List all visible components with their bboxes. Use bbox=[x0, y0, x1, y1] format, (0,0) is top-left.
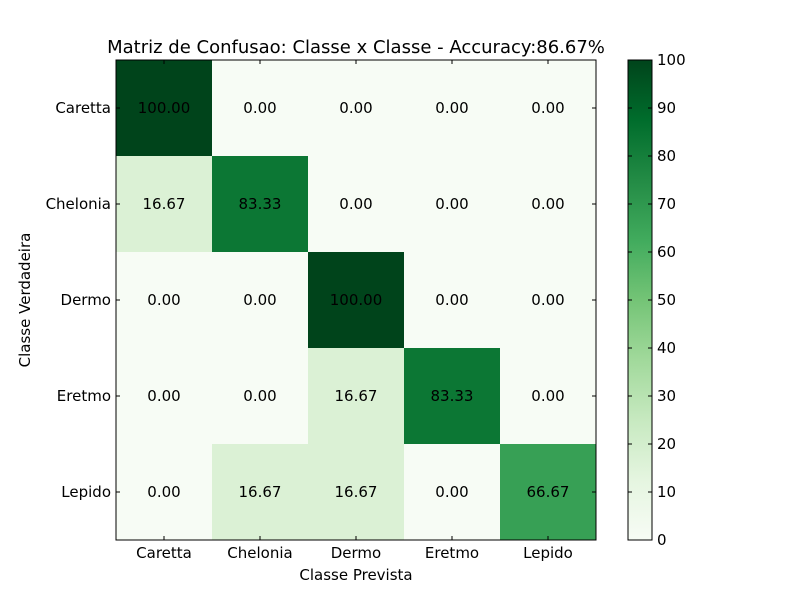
heatmap-cell bbox=[308, 156, 404, 252]
colorbar-tick-label: 40 bbox=[657, 339, 676, 357]
cell-value-label: 16.67 bbox=[239, 483, 282, 501]
cell-value-label: 16.67 bbox=[335, 483, 378, 501]
cell-value-label: 0.00 bbox=[243, 291, 276, 309]
colorbar-tick-label: 60 bbox=[657, 243, 676, 261]
colorbar-tick-label: 100 bbox=[657, 51, 686, 69]
heatmap-cell bbox=[116, 252, 212, 348]
y-axis-ticks: Caretta Chelonia Dermo Eretmo Lepido bbox=[46, 99, 596, 501]
heatmap-cell bbox=[500, 348, 596, 444]
heatmap-cell bbox=[404, 60, 500, 156]
colorbar-tick-label: 30 bbox=[657, 387, 676, 405]
x-tick-label: Eretmo bbox=[425, 544, 479, 562]
x-tick-label: Dermo bbox=[331, 544, 381, 562]
heatmap-cell bbox=[308, 252, 404, 348]
y-tick-label: Lepido bbox=[61, 483, 111, 501]
cell-value-label: 83.33 bbox=[431, 387, 474, 405]
cell-value-label: 16.67 bbox=[143, 195, 186, 213]
heatmap-cell bbox=[404, 348, 500, 444]
colorbar-tick-label: 0 bbox=[657, 531, 667, 549]
colorbar-tick-label: 70 bbox=[657, 195, 676, 213]
heatmap-cell bbox=[116, 348, 212, 444]
cell-value-label: 0.00 bbox=[435, 195, 468, 213]
colorbar-tick-label: 10 bbox=[657, 483, 676, 501]
cell-value-label: 0.00 bbox=[339, 99, 372, 117]
colorbar-tick-label: 80 bbox=[657, 147, 676, 165]
heatmap-cell bbox=[500, 252, 596, 348]
heatmap-cell bbox=[116, 156, 212, 252]
cell-value-label: 0.00 bbox=[147, 291, 180, 309]
y-axis-label: Classe Verdadeira bbox=[16, 233, 34, 368]
y-tick-label: Dermo bbox=[61, 291, 111, 309]
colorbar-tick-label: 20 bbox=[657, 435, 676, 453]
heatmap-cell bbox=[404, 444, 500, 540]
cell-value-label: 0.00 bbox=[435, 99, 468, 117]
heatmap-cells bbox=[116, 60, 596, 540]
heatmap-cell bbox=[500, 156, 596, 252]
cell-value-label: 0.00 bbox=[531, 195, 564, 213]
heatmap-cell-labels: 100.00 0.00 0.00 0.00 0.00 16.67 83.33 0.00 0.00… bbox=[138, 99, 570, 501]
x-tick-label: Lepido bbox=[523, 544, 573, 562]
cell-value-label: 100.00 bbox=[138, 99, 191, 117]
heatmap-cell bbox=[404, 156, 500, 252]
heatmap-cell bbox=[212, 60, 308, 156]
heatmap-cell bbox=[212, 348, 308, 444]
cell-value-label: 0.00 bbox=[435, 291, 468, 309]
cell-value-label: 0.00 bbox=[435, 483, 468, 501]
cell-value-label: 0.00 bbox=[243, 99, 276, 117]
heatmap-cell bbox=[500, 444, 596, 540]
cell-value-label: 0.00 bbox=[147, 483, 180, 501]
heatmap-cell bbox=[212, 252, 308, 348]
cell-value-label: 66.67 bbox=[527, 483, 570, 501]
colorbar-tick-label: 90 bbox=[657, 99, 676, 117]
heatmap-cell bbox=[116, 444, 212, 540]
heatmap-cell bbox=[308, 348, 404, 444]
heatmap-cell bbox=[308, 444, 404, 540]
y-tick-label: Caretta bbox=[55, 99, 111, 117]
chart-title: Matriz de Confusao: Classe x Classe - Ac… bbox=[107, 37, 605, 58]
cell-value-label: 0.00 bbox=[147, 387, 180, 405]
cell-value-label: 0.00 bbox=[243, 387, 276, 405]
cell-value-label: 0.00 bbox=[531, 99, 564, 117]
x-tick-label: Chelonia bbox=[227, 544, 292, 562]
y-tick-label: Chelonia bbox=[46, 195, 111, 213]
x-tick-label: Caretta bbox=[136, 544, 192, 562]
cell-value-label: 0.00 bbox=[531, 291, 564, 309]
cell-value-label: 83.33 bbox=[239, 195, 282, 213]
colorbar-tick-label: 50 bbox=[657, 291, 676, 309]
heatmap-cell bbox=[212, 444, 308, 540]
cell-value-label: 0.00 bbox=[339, 195, 372, 213]
y-tick-label: Eretmo bbox=[57, 387, 111, 405]
colorbar-ticks: 0 10 20 30 40 50 60 70 80 90 100 bbox=[628, 51, 686, 549]
heatmap-cell bbox=[500, 60, 596, 156]
cell-value-label: 16.67 bbox=[335, 387, 378, 405]
heatmap-cell bbox=[308, 60, 404, 156]
cell-value-label: 100.00 bbox=[330, 291, 383, 309]
cell-value-label: 0.00 bbox=[531, 387, 564, 405]
heatmap-cell bbox=[116, 60, 212, 156]
x-axis-label: Classe Prevista bbox=[299, 566, 412, 584]
heatmap-cell bbox=[212, 156, 308, 252]
x-axis-ticks: Caretta Chelonia Dermo Eretmo Lepido bbox=[136, 60, 573, 562]
heatmap-cell bbox=[404, 252, 500, 348]
